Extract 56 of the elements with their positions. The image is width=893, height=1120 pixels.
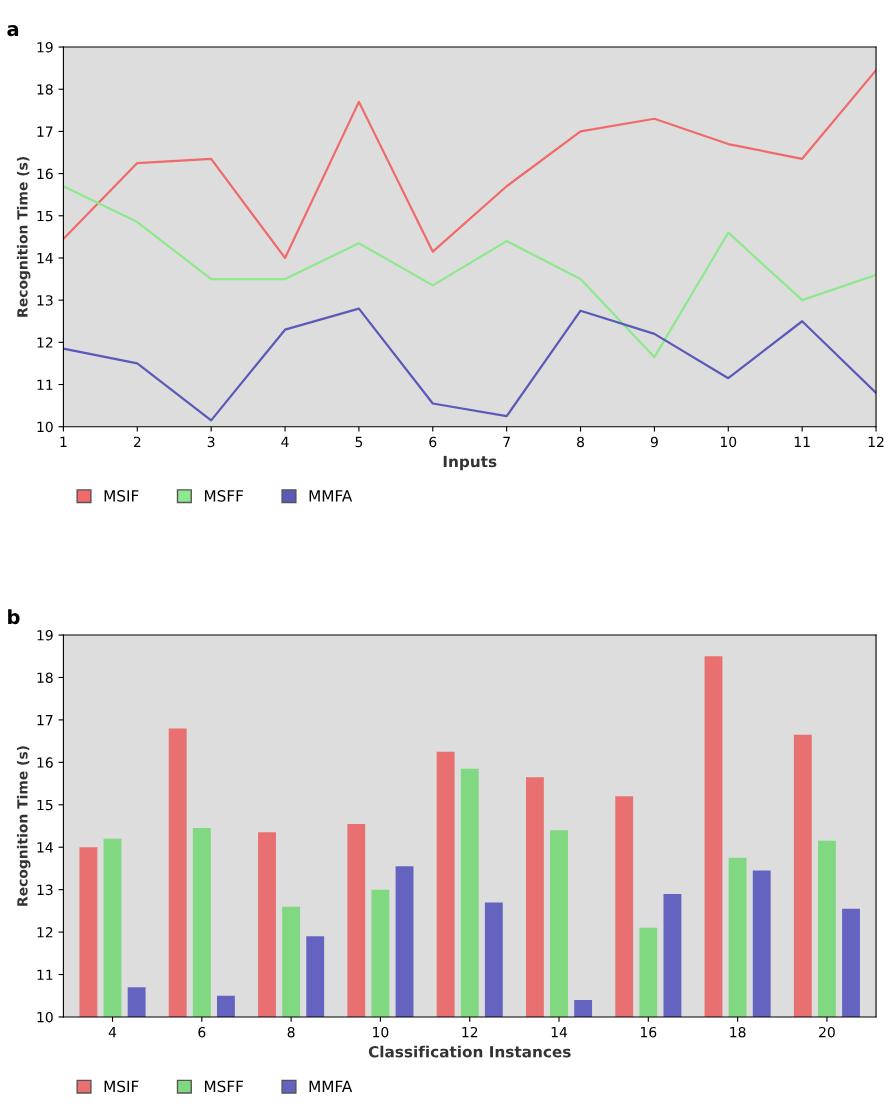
- x-tick-label: 8: [577, 436, 584, 448]
- x-tick-label: 1: [60, 436, 67, 447]
- x-tick-label: 2: [133, 436, 141, 447]
- legend-label: MSIF: [104, 490, 139, 502]
- legend-label: MMFA: [309, 490, 353, 502]
- y-tick-label: 10: [37, 1011, 53, 1023]
- x-tick-label: 12: [462, 1026, 478, 1038]
- x-tick-label: 10: [720, 436, 737, 448]
- x-tick-label: 11: [794, 436, 810, 447]
- x-tick-label: 4: [108, 1027, 117, 1038]
- y-tick-label: 13: [37, 295, 53, 306]
- y-axis-title: Recognition Time (s): [16, 157, 31, 317]
- x-axis-title: Classification Instances: [368, 1045, 571, 1058]
- y-tick-label: 12: [37, 337, 53, 348]
- legend-label: MMFA: [309, 1080, 353, 1092]
- x-tick-label: 10: [373, 1026, 389, 1038]
- x-tick-label: 14: [551, 1027, 568, 1038]
- y-axis-title: Recognition Time (s): [16, 746, 31, 906]
- y-tick-label: 18: [37, 84, 53, 95]
- x-tick-label: 9: [650, 436, 658, 448]
- x-tick-label: 3: [207, 436, 215, 448]
- y-tick-label: 15: [37, 210, 53, 222]
- x-tick-label: 7: [503, 436, 510, 447]
- y-tick-label: 18: [37, 672, 53, 683]
- x-tick-label: 18: [730, 1026, 746, 1038]
- x-tick-label: 12: [868, 436, 884, 447]
- y-tick-label: 14: [37, 842, 53, 853]
- y-tick-label: 10: [37, 421, 53, 433]
- y-tick-label: 15: [37, 799, 53, 811]
- y-tick-label: 12: [37, 927, 53, 938]
- y-tick-label: 19: [37, 630, 53, 641]
- chart-title: b: [8, 609, 20, 625]
- x-tick-label: 20: [819, 1026, 835, 1038]
- y-tick-label: 14: [37, 253, 53, 264]
- y-tick-label: 17: [37, 126, 53, 137]
- y-tick-label: 13: [37, 884, 53, 896]
- x-axis-title: Inputs: [443, 455, 497, 471]
- y-tick-label: 11: [37, 379, 53, 390]
- x-tick-label: 6: [429, 436, 437, 448]
- line-series: [63, 69, 877, 260]
- x-tick-label: 8: [287, 1026, 295, 1038]
- y-tick-label: 17: [37, 715, 53, 726]
- x-tick-label: 4: [281, 436, 289, 447]
- y-tick-label: 19: [37, 42, 53, 53]
- x-tick-label: 5: [355, 436, 363, 448]
- chart-title: a: [7, 25, 19, 37]
- y-tick-label: 16: [37, 168, 53, 180]
- x-tick-label: 6: [198, 1026, 206, 1038]
- line-series: [63, 307, 877, 422]
- line-series: [63, 185, 877, 359]
- legend-label: MSIF: [104, 1080, 139, 1093]
- y-tick-label: 11: [37, 969, 53, 980]
- legend-label: MSFF: [204, 1080, 244, 1093]
- x-tick-label: 16: [641, 1026, 657, 1038]
- y-tick-label: 16: [37, 757, 53, 768]
- legend-label: MSFF: [204, 490, 244, 502]
